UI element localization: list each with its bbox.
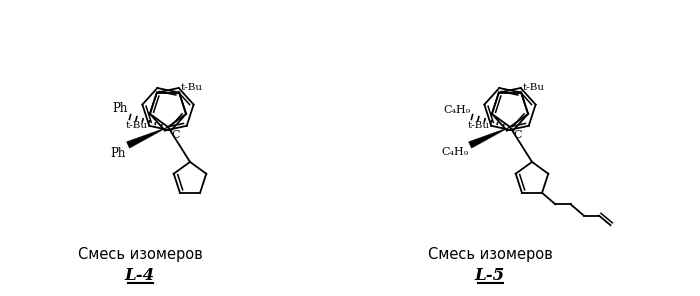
Text: Смесь изомеров: Смесь изомеров — [78, 247, 202, 261]
Text: t-Bu: t-Bu — [523, 83, 545, 92]
Text: C₄H₉: C₄H₉ — [441, 147, 468, 157]
Text: C: C — [513, 130, 522, 140]
Text: C₄H₉: C₄H₉ — [443, 105, 470, 115]
Text: L-4: L-4 — [125, 268, 155, 284]
Text: Смесь изомеров: Смесь изомеров — [428, 247, 552, 261]
Text: Ph: Ph — [113, 102, 128, 115]
Text: Ph: Ph — [111, 147, 126, 160]
Text: t-Bu: t-Bu — [181, 83, 203, 92]
Text: t-Bu: t-Bu — [468, 121, 489, 130]
Text: C: C — [171, 130, 179, 140]
Polygon shape — [468, 127, 510, 148]
Polygon shape — [127, 127, 168, 148]
Text: t-Bu: t-Bu — [125, 121, 147, 130]
Text: L-5: L-5 — [475, 268, 505, 284]
